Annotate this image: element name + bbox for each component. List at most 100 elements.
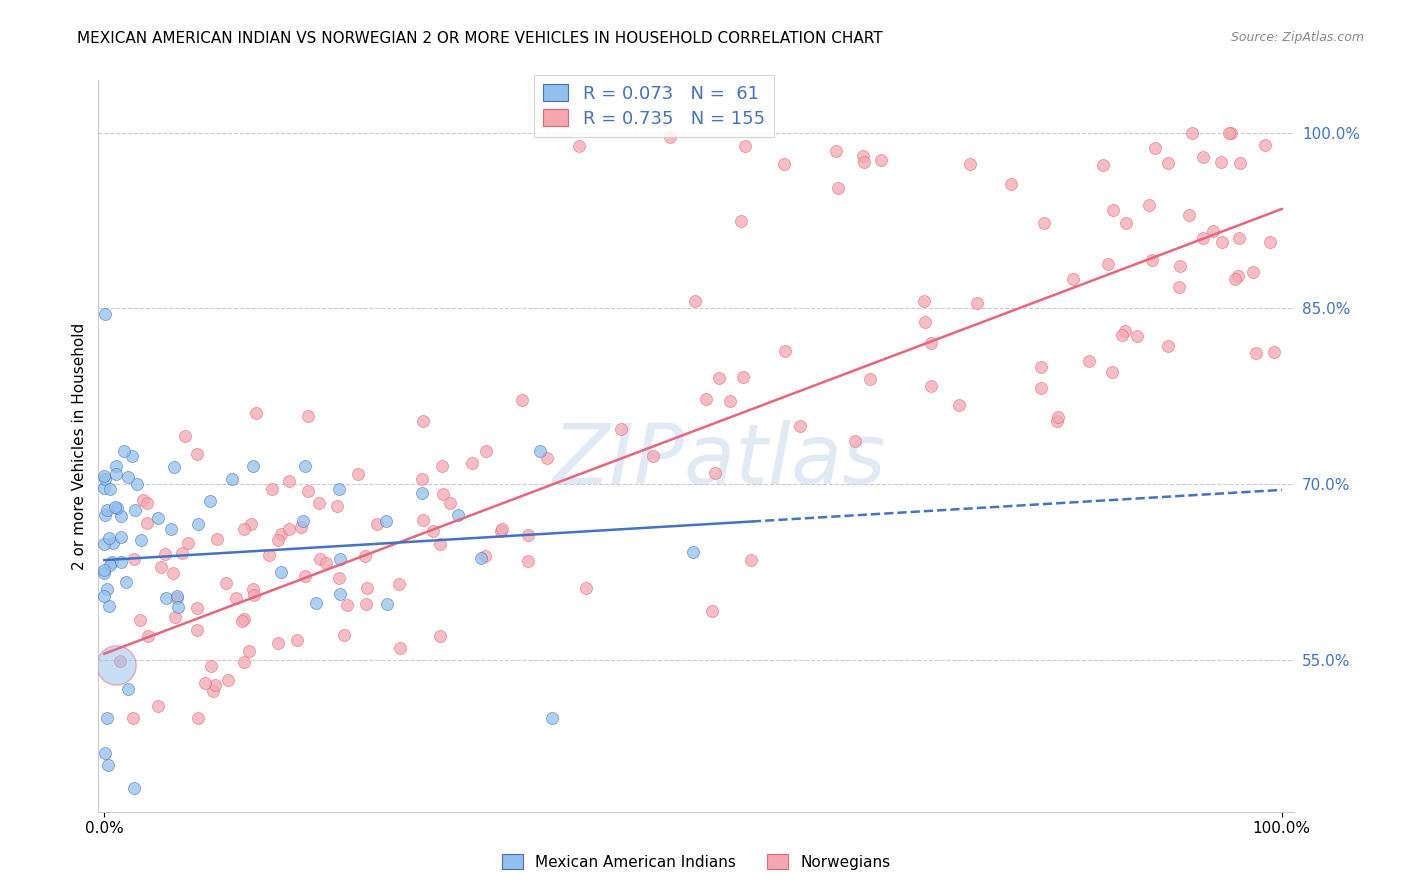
Point xyxy=(242,458,264,473)
Point xyxy=(740,553,762,567)
Point xyxy=(966,296,988,310)
Point xyxy=(93,746,115,760)
Point xyxy=(827,180,849,194)
Point xyxy=(93,469,115,483)
Point xyxy=(1062,272,1084,286)
Point xyxy=(1031,381,1053,395)
Point xyxy=(160,522,183,536)
Point xyxy=(718,394,741,409)
Point xyxy=(262,482,284,496)
Point xyxy=(187,516,209,531)
Point xyxy=(308,496,330,510)
Point xyxy=(240,516,263,531)
Point xyxy=(1143,141,1166,155)
Point xyxy=(96,711,118,725)
Point xyxy=(186,601,208,615)
Point xyxy=(773,156,796,170)
Point xyxy=(1211,154,1233,169)
Point xyxy=(491,522,513,536)
Point xyxy=(1142,252,1164,267)
Point xyxy=(1157,155,1180,169)
Point xyxy=(204,677,226,691)
Point xyxy=(124,502,146,516)
Point xyxy=(163,459,186,474)
Point xyxy=(354,549,377,564)
Point xyxy=(136,629,159,643)
Point xyxy=(1168,280,1191,294)
Point xyxy=(186,623,208,637)
Point xyxy=(536,451,558,466)
Point xyxy=(277,522,299,536)
Point xyxy=(117,681,139,696)
Point xyxy=(285,633,308,648)
Point xyxy=(93,563,115,577)
Point xyxy=(389,641,412,656)
Point xyxy=(1258,235,1281,249)
Point xyxy=(93,481,115,495)
Point xyxy=(93,590,115,604)
Point xyxy=(709,371,731,385)
Point xyxy=(1000,177,1022,191)
Point xyxy=(568,138,591,153)
Point xyxy=(173,429,195,443)
Point xyxy=(233,655,256,669)
Point xyxy=(93,307,115,321)
Point xyxy=(135,496,157,510)
Point xyxy=(225,591,247,605)
Point xyxy=(844,434,866,449)
Point xyxy=(734,138,756,153)
Point xyxy=(1077,353,1099,368)
Point xyxy=(474,549,496,564)
Point xyxy=(375,514,398,528)
Point xyxy=(125,477,148,491)
Point xyxy=(366,516,388,531)
Point xyxy=(217,673,239,687)
Point xyxy=(336,599,359,613)
Point xyxy=(1202,224,1225,238)
Point xyxy=(1220,126,1243,140)
Point xyxy=(277,474,299,488)
Point xyxy=(166,591,188,605)
Point xyxy=(703,466,725,480)
Point xyxy=(105,458,128,473)
Text: ZIPatlas: ZIPatlas xyxy=(553,420,887,501)
Point xyxy=(103,536,125,550)
Point xyxy=(325,499,347,513)
Point xyxy=(1029,359,1052,374)
Point xyxy=(682,545,704,559)
Point xyxy=(422,524,444,539)
Text: Source: ZipAtlas.com: Source: ZipAtlas.com xyxy=(1230,31,1364,45)
Point xyxy=(858,372,880,386)
Point xyxy=(146,698,169,713)
Point xyxy=(328,483,350,497)
Point xyxy=(104,467,127,481)
Point xyxy=(356,582,378,596)
Point xyxy=(1178,208,1201,222)
Point xyxy=(155,591,177,605)
Point xyxy=(238,644,260,658)
Point xyxy=(1097,257,1119,271)
Point xyxy=(789,419,811,434)
Point xyxy=(347,467,370,481)
Point xyxy=(108,654,131,668)
Point xyxy=(683,294,706,309)
Point xyxy=(920,379,942,393)
Point xyxy=(1263,345,1285,359)
Point xyxy=(1229,156,1251,170)
Point xyxy=(94,508,117,522)
Point xyxy=(136,516,159,530)
Point xyxy=(1168,260,1191,274)
Point xyxy=(446,508,468,522)
Point xyxy=(294,569,316,583)
Point xyxy=(305,596,328,610)
Point xyxy=(1157,339,1180,353)
Point xyxy=(733,370,755,384)
Point xyxy=(1111,327,1133,342)
Point xyxy=(243,588,266,602)
Point xyxy=(110,508,132,523)
Point xyxy=(215,576,238,591)
Point xyxy=(153,547,176,561)
Point xyxy=(411,471,433,485)
Point xyxy=(98,531,121,545)
Point xyxy=(430,458,453,473)
